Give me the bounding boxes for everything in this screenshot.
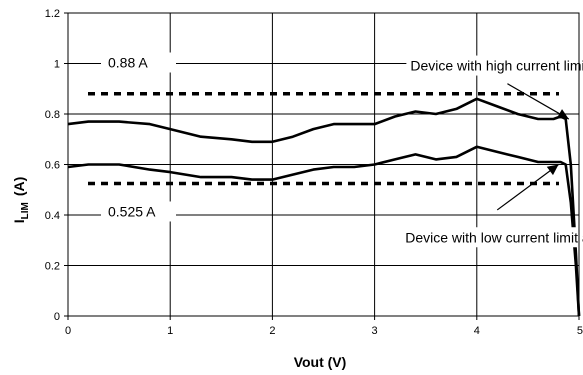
y-axis-title-main: I bbox=[11, 219, 27, 223]
y-tick-label: 1 bbox=[54, 59, 60, 71]
x-tick-label: 2 bbox=[269, 325, 275, 337]
y-axis-title-subscript: LIM bbox=[20, 202, 31, 219]
y-tick-label: 1.2 bbox=[45, 8, 60, 20]
y-tick-label: 0.4 bbox=[45, 210, 60, 222]
svg-text:ILIM(A): ILIM (A) bbox=[11, 177, 31, 224]
annotation-arrow-head bbox=[546, 164, 559, 176]
y-tick-label: 0.8 bbox=[45, 109, 60, 121]
annotation-box bbox=[406, 55, 583, 76]
annotation-label: Device with high current limit at -40 C bbox=[410, 58, 583, 74]
x-tick-label: 0 bbox=[65, 325, 71, 337]
x-tick-label: 4 bbox=[474, 325, 480, 337]
reference-label-box bbox=[101, 52, 176, 73]
annotations: Device with high current limit at -40 C D… bbox=[401, 55, 583, 248]
annotation-arrow-head bbox=[556, 109, 569, 120]
reference-label-box bbox=[101, 201, 176, 222]
x-axis-title: Vout (V) bbox=[294, 354, 347, 370]
series-line-2 bbox=[67, 145, 581, 317]
plot-frame bbox=[67, 12, 580, 317]
y-axis-title: ILIM (A) bbox=[11, 177, 31, 224]
annotation-box bbox=[401, 227, 583, 248]
annotation-label: Device with low current limit at 85 C bbox=[405, 229, 583, 245]
x-tick-label: 5 bbox=[577, 325, 583, 337]
reference-lines: 0.88 A 0.525 A bbox=[88, 52, 559, 222]
annotation-arrow-line bbox=[496, 164, 559, 211]
annotation-arrow-line bbox=[507, 83, 570, 120]
x-tick-label: 1 bbox=[167, 325, 173, 337]
x-tick-label: 3 bbox=[372, 325, 378, 337]
y-tick-label: 0.2 bbox=[45, 261, 60, 273]
data-series bbox=[67, 97, 581, 317]
y-axis-title-unit: (A) bbox=[11, 177, 27, 196]
reference-label: 0.88 A bbox=[108, 55, 148, 71]
y-tick-label: 0 bbox=[54, 311, 60, 323]
y-tick-label: 0.6 bbox=[45, 160, 60, 172]
tick-labels: 0 0.2 0.4 0.6 0.8 1 1.2 0 1 2 3 4 5 bbox=[45, 8, 583, 337]
series-line-1 bbox=[67, 97, 581, 317]
reference-label: 0.525 A bbox=[108, 203, 156, 219]
